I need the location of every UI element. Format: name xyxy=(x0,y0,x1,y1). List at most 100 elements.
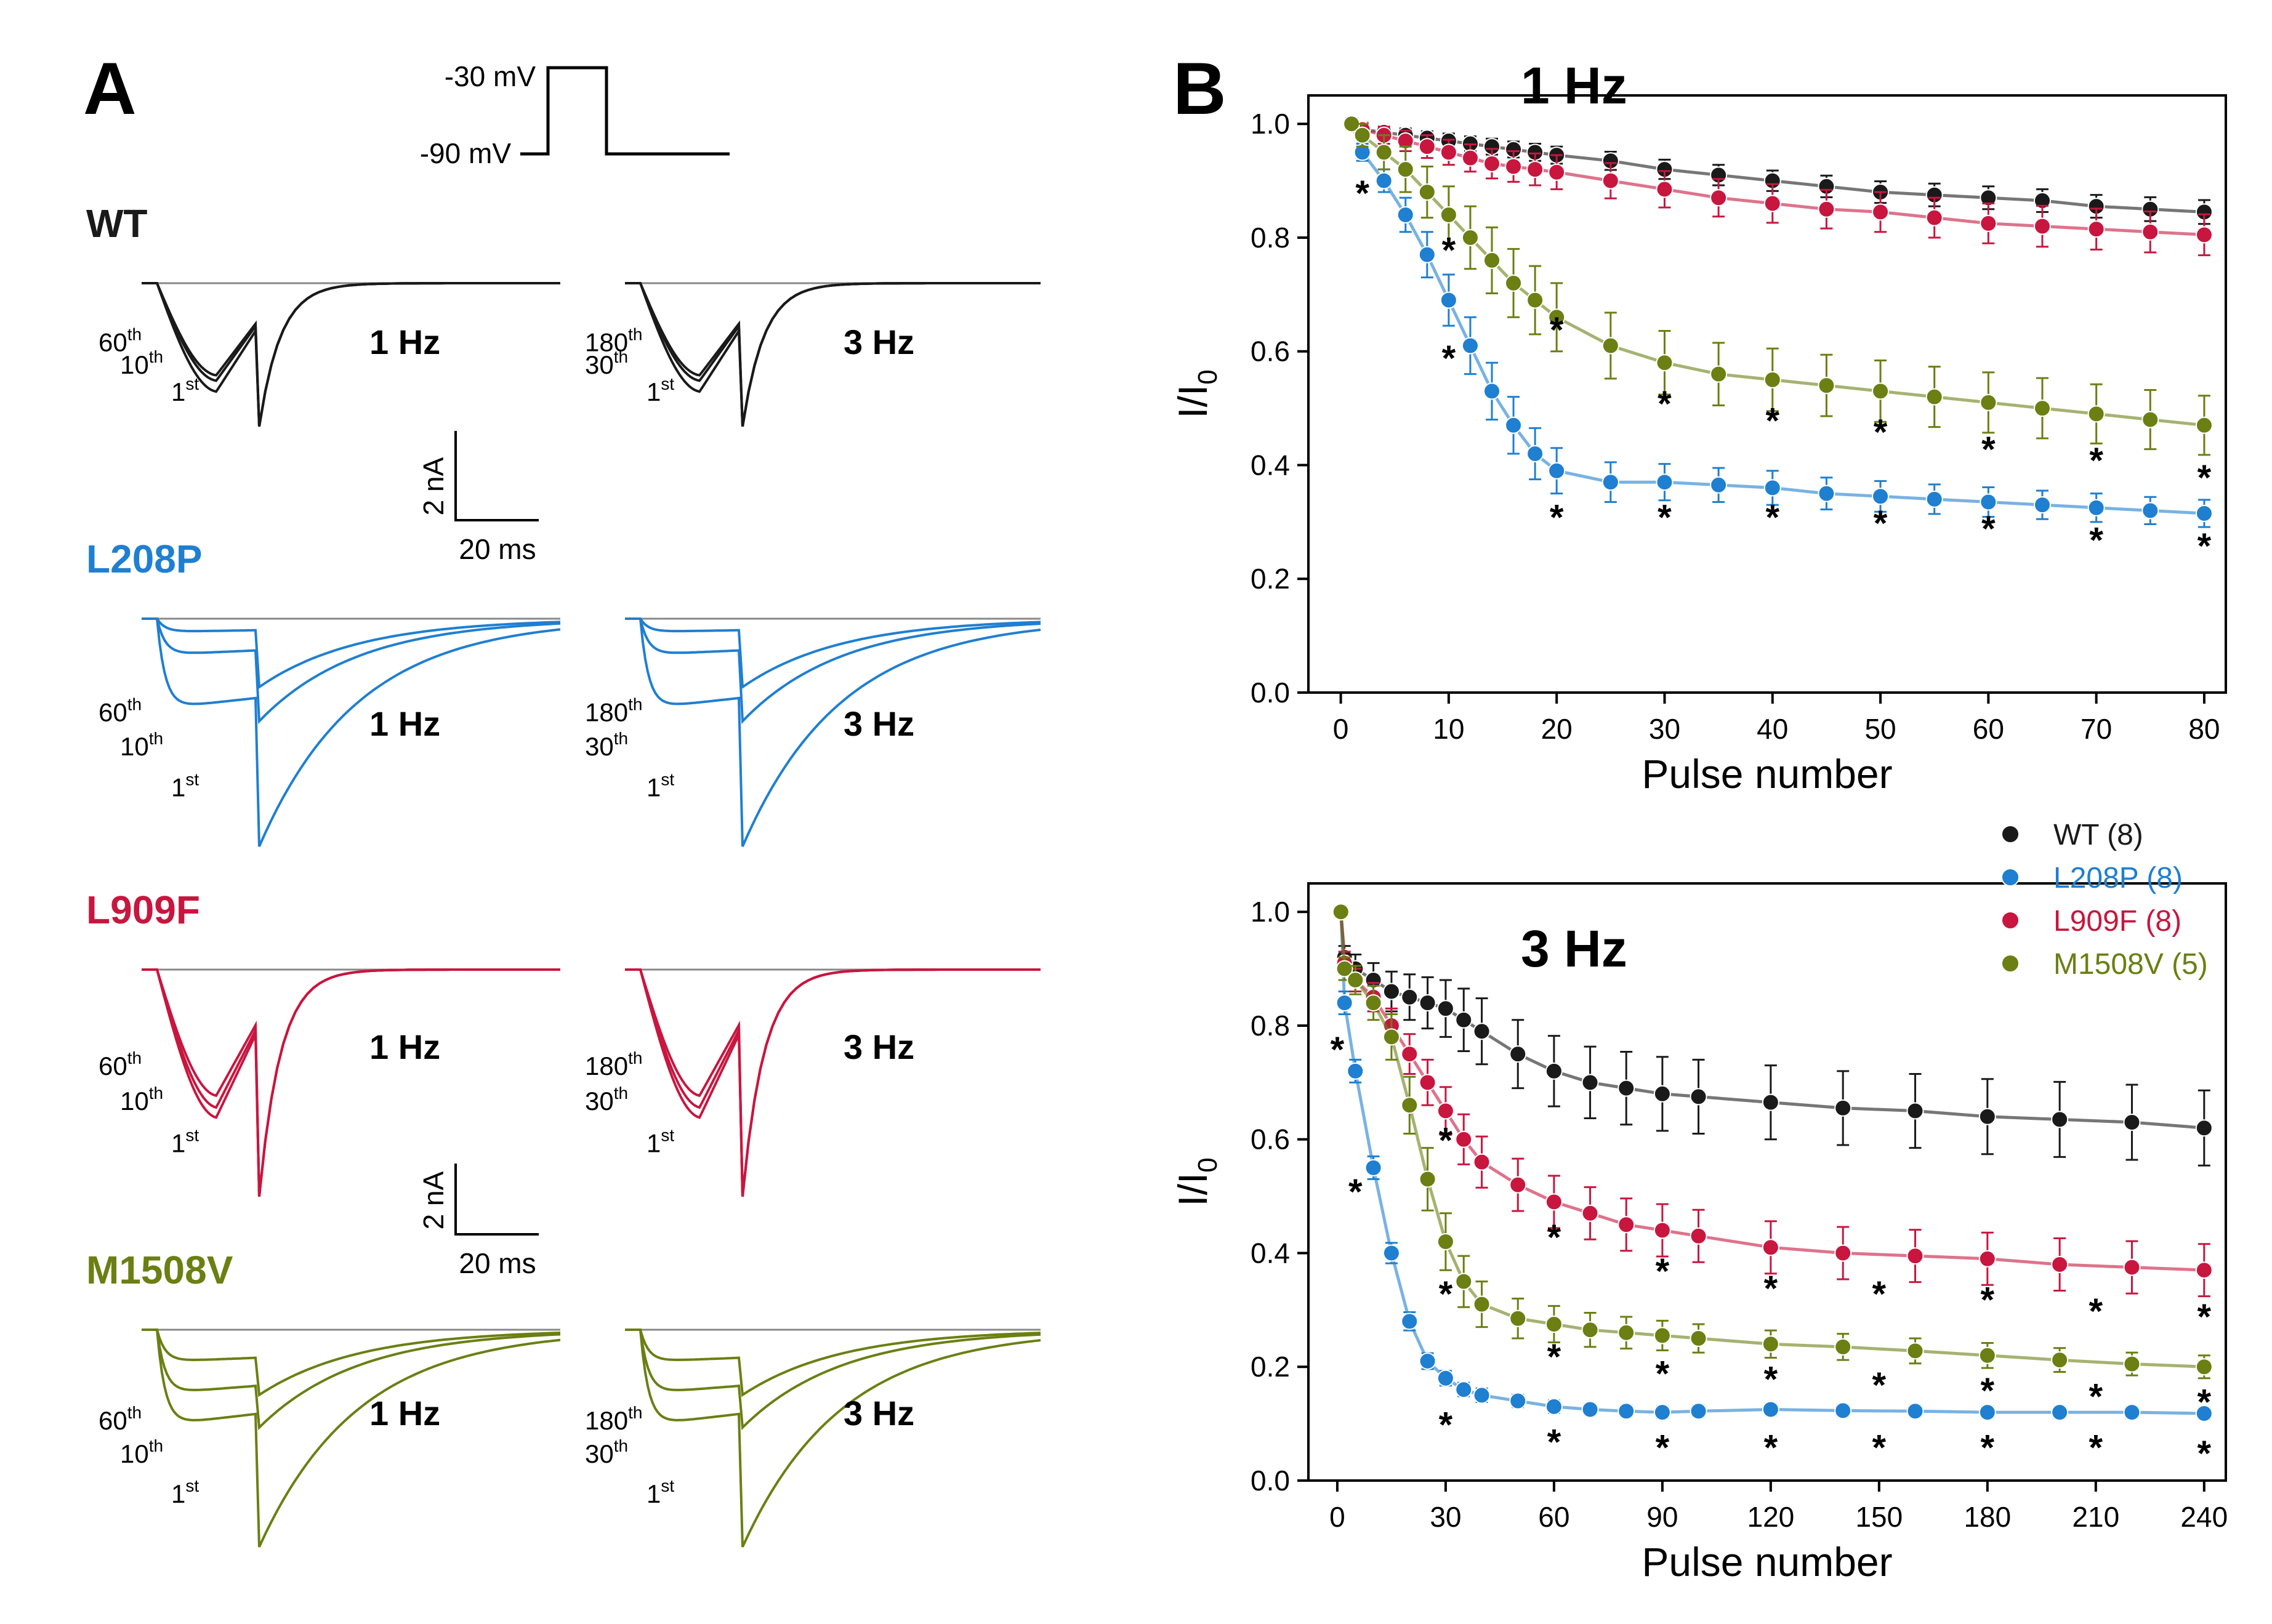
current-trace-2 xyxy=(142,282,560,427)
frequency-label: 3 Hz xyxy=(844,323,914,361)
data-point xyxy=(1483,251,1501,269)
data-point xyxy=(1473,1153,1491,1171)
data-point xyxy=(1347,1062,1364,1080)
data-point xyxy=(1925,388,1943,406)
data-point xyxy=(2034,496,2051,514)
scalebar-2: 2 nA 20 ms xyxy=(417,1164,539,1279)
significance-star: * xyxy=(1981,430,1996,470)
y-tick-label: 0.2 xyxy=(1251,1351,1290,1383)
data-point xyxy=(1382,1244,1400,1262)
data-point xyxy=(1656,180,1674,198)
x-tick-label: 50 xyxy=(1864,713,1896,745)
data-point xyxy=(1601,172,1619,190)
data-point xyxy=(2087,220,2105,238)
significance-star: * xyxy=(1331,1030,1345,1070)
data-point xyxy=(1601,337,1619,355)
protocol-top-label: -30 mV xyxy=(445,60,536,92)
legend: WT (8) L208P (8) L909F (8) M1508V (5) xyxy=(2001,819,2208,981)
data-point xyxy=(1509,1045,1527,1063)
significance-star: * xyxy=(1764,1360,1778,1400)
y-tick-label: 0.6 xyxy=(1251,1124,1290,1156)
pulse-label-60: 60th xyxy=(99,695,142,727)
trace-label-m1508v: M1508V xyxy=(86,1248,233,1292)
data-point xyxy=(2051,1351,2069,1369)
data-point xyxy=(2195,1261,2213,1279)
legend-entry: WT (8) xyxy=(2053,819,2143,851)
significance-star: * xyxy=(1439,1405,1453,1445)
significance-star: * xyxy=(1656,1428,1670,1468)
data-point xyxy=(1818,377,1835,395)
x-tick-label: 120 xyxy=(1747,1501,1794,1533)
data-point xyxy=(1762,1401,1779,1418)
y-tick-label: 0.4 xyxy=(1251,1237,1290,1269)
data-point xyxy=(1418,246,1436,263)
data-point xyxy=(1762,1335,1779,1353)
current-trace-2 xyxy=(142,968,560,1197)
current-trace-2 xyxy=(625,282,1041,427)
significance-star: * xyxy=(1658,498,1672,538)
x-tick-label: 150 xyxy=(1855,1501,1903,1533)
significance-star: * xyxy=(1764,1269,1778,1309)
current-trace-2 xyxy=(625,617,1041,847)
legend-entry: M1508V (5) xyxy=(2053,948,2208,981)
data-point xyxy=(2051,1111,2069,1128)
data-point xyxy=(1763,195,1781,212)
legend-marker xyxy=(2001,911,2020,930)
data-point xyxy=(1440,206,1457,223)
data-point xyxy=(1762,1093,1779,1111)
data-point xyxy=(1332,903,1350,921)
series-M1508V (5) xyxy=(1332,903,2213,1380)
data-point xyxy=(1834,1402,1852,1420)
data-point xyxy=(1656,473,1674,491)
data-point xyxy=(1401,1096,1419,1114)
data-point xyxy=(1461,149,1479,167)
data-point xyxy=(1483,155,1501,172)
data-point xyxy=(1617,1079,1635,1097)
significance-star: * xyxy=(2089,1428,2103,1468)
data-point xyxy=(1545,1193,1563,1211)
data-point xyxy=(1690,1227,1707,1245)
x-axis-label: Pulse number xyxy=(1642,751,1892,797)
x-tick-label: 30 xyxy=(1649,713,1680,745)
current-trace-1 xyxy=(625,617,1041,725)
data-point xyxy=(2195,505,2213,522)
legend-marker xyxy=(2001,954,2020,973)
data-point xyxy=(2195,416,2213,434)
frequency-label: 3 Hz xyxy=(844,1394,914,1433)
data-point xyxy=(1834,1099,1852,1117)
significance-star: * xyxy=(1981,1280,1995,1320)
data-point xyxy=(1505,274,1523,292)
data-point xyxy=(1401,988,1419,1006)
data-point xyxy=(1710,476,1728,494)
significance-star: * xyxy=(1872,1428,1887,1468)
x-tick-label: 210 xyxy=(2072,1501,2119,1533)
pulse-label-60: 60th xyxy=(99,1048,142,1080)
data-point xyxy=(1509,1309,1527,1327)
significance-star: * xyxy=(2197,1434,2212,1474)
axes-frame xyxy=(1307,882,2227,1482)
data-point xyxy=(1509,1392,1527,1410)
data-point xyxy=(1763,371,1781,388)
data-point xyxy=(1906,1342,1924,1360)
data-point xyxy=(1581,1074,1599,1091)
data-point xyxy=(2123,1258,2141,1276)
scalebar-1: 2 nA 20 ms xyxy=(417,431,539,565)
significance-star: * xyxy=(1872,1365,1887,1405)
frequency-label: 3 Hz xyxy=(844,704,914,743)
significance-star: * xyxy=(1981,1428,1995,1468)
data-point xyxy=(1818,484,1835,502)
data-point xyxy=(1617,1402,1635,1420)
x-tick-label: 10 xyxy=(1433,713,1464,745)
data-point xyxy=(1980,493,1997,511)
data-point xyxy=(1710,365,1728,383)
y-tick-label: 0.6 xyxy=(1251,336,1290,368)
frequency-label: 3 Hz xyxy=(844,1027,914,1066)
